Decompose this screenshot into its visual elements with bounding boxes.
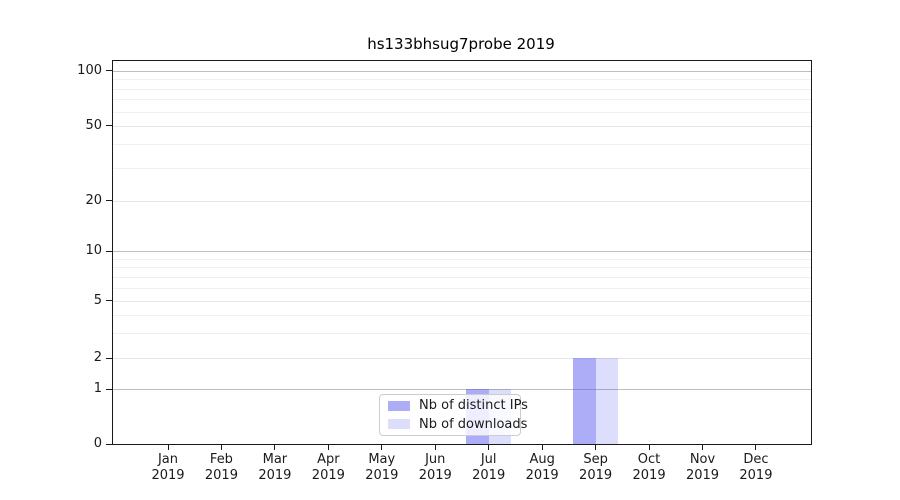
- bar-downloads-sep: [595, 358, 619, 444]
- y-tick-1: [106, 388, 112, 390]
- y-tick-100: [106, 70, 112, 72]
- minor-gridline-y-3: [113, 332, 811, 334]
- x-tick-jan: [167, 444, 169, 450]
- x-tick-label-may: May 2019: [365, 452, 399, 483]
- gridline-y-1: [113, 389, 811, 390]
- y-tick-20: [106, 200, 112, 202]
- bar-distinct-ips-sep: [573, 358, 596, 444]
- x-tick-apr: [327, 444, 329, 450]
- x-tick-label-oct: Oct 2019: [632, 452, 666, 483]
- y-tick-label-50: 50: [85, 117, 102, 133]
- minor-gridline-y-30: [113, 167, 811, 169]
- minor-gridline-y-70: [113, 99, 811, 101]
- minor-gridline-y-7: [113, 276, 811, 278]
- y-tick-label-5: 5: [93, 292, 102, 308]
- x-tick-label-aug: Aug 2019: [525, 452, 559, 483]
- x-tick-dec: [755, 444, 757, 450]
- y-tick-label-2: 2: [93, 350, 102, 366]
- gridline-y-2: [113, 358, 811, 360]
- gridline-y-5: [113, 300, 811, 302]
- minor-gridline-y-8: [113, 267, 811, 269]
- x-tick-label-apr: Apr 2019: [311, 452, 345, 483]
- minor-gridline-y-90: [113, 79, 811, 81]
- x-tick-label-feb: Feb 2019: [204, 452, 238, 483]
- x-tick-label-dec: Dec 2019: [739, 452, 773, 483]
- x-tick-jun: [434, 444, 436, 450]
- chart-title: hs133bhsug7probe 2019: [367, 35, 555, 53]
- x-tick-jul: [488, 444, 490, 450]
- gridline-y-10: [113, 251, 811, 252]
- x-tick-sep: [595, 444, 597, 450]
- legend: Nb of distinct IPs Nb of downloads: [379, 394, 528, 436]
- minor-gridline-y-9: [113, 258, 811, 260]
- y-tick-label-10: 10: [85, 243, 102, 258]
- x-tick-feb: [220, 444, 222, 450]
- y-tick-label-0: 0: [93, 436, 102, 451]
- x-tick-oct: [648, 444, 650, 450]
- y-tick-label-100: 100: [77, 62, 102, 78]
- legend-label-distinct-ips: Nb of distinct IPs: [419, 398, 528, 414]
- y-tick-label-20: 20: [85, 192, 102, 208]
- legend-entry-downloads: Nb of downloads: [388, 417, 527, 433]
- x-tick-mar: [274, 444, 276, 450]
- gridline-y-20: [113, 200, 811, 202]
- minor-gridline-y-60: [113, 111, 811, 113]
- legend-swatch-downloads: [388, 419, 410, 430]
- plot-area: 0 1 2 5 10 20 50 100 Jan 2019 Feb 2019 Mar 2019 Apr 201…: [77, 60, 812, 483]
- y-tick-0: [106, 443, 112, 445]
- y-tick-10: [106, 250, 112, 252]
- legend-label-downloads: Nb of downloads: [419, 416, 528, 432]
- minor-gridline-y-4: [113, 314, 811, 316]
- x-tick-label-sep: Sep 2019: [579, 452, 613, 483]
- minor-gridline-y-80: [113, 88, 811, 90]
- minor-gridline-y-6: [113, 287, 811, 289]
- legend-swatch-distinct-ips: [388, 400, 410, 411]
- x-tick-aug: [541, 444, 543, 450]
- x-tick-may: [381, 444, 383, 450]
- y-tick-2: [106, 357, 112, 359]
- gridline-y-50: [113, 125, 811, 127]
- y-tick-50: [106, 125, 112, 127]
- minor-gridline-y-40: [113, 144, 811, 146]
- x-tick-label-jan: Jan 2019: [151, 452, 185, 483]
- y-tick-label-1: 1: [93, 381, 102, 396]
- x-tick-label-jul: Jul 2019: [472, 452, 506, 483]
- x-tick-label-mar: Mar 2019: [258, 452, 292, 483]
- y-tick-5: [106, 300, 112, 302]
- x-tick-nov: [702, 444, 703, 450]
- x-tick-label-nov: Nov 2019: [685, 452, 720, 483]
- x-tick-label-jun: Jun 2019: [418, 452, 452, 483]
- gridline-y-100: [113, 70, 811, 72]
- legend-entry-distinct-ips: Nb of distinct IPs: [388, 398, 528, 414]
